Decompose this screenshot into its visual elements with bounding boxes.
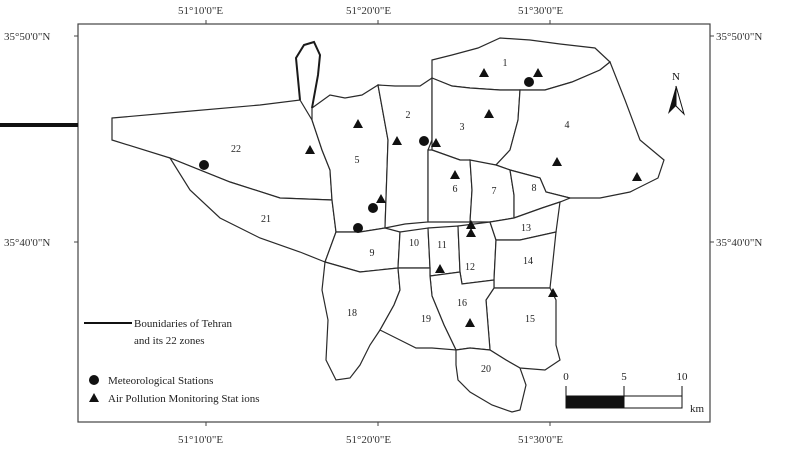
bottom-lon-label-1: 51°10'0"E [178, 434, 223, 446]
air-station [465, 318, 475, 327]
zone-label-3: 3 [460, 122, 465, 133]
right-lat-label-2: 35°40'0"N [716, 237, 762, 249]
zone-3-area [431, 77, 521, 166]
zone-label-13: 13 [521, 223, 531, 234]
tick-marks [74, 20, 714, 426]
air-pollution-stations [305, 68, 642, 327]
zone-label-14: 14 [523, 256, 533, 267]
legend-boundaries-label: Bounidaries of Tehran and its 22 zones [134, 318, 235, 347]
air-station [353, 119, 363, 128]
scale-tick-5: 5 [621, 371, 627, 383]
met-station [524, 77, 534, 87]
met-station [368, 203, 378, 213]
zone-label-2: 2 [406, 110, 411, 121]
zone-label-6: 6 [453, 184, 458, 195]
met-station [353, 223, 363, 233]
zone-20-area [455, 347, 527, 413]
left-lat-label-1: 35°50'0"N [4, 31, 50, 43]
air-station [552, 157, 562, 166]
zone-labels: 1 2 3 4 5 6 7 8 9 10 11 12 13 14 15 16 1… [231, 58, 570, 375]
air-station [431, 138, 441, 147]
scale-tick-10: 10 [677, 371, 689, 383]
air-station [533, 68, 543, 77]
zone-label-12: 12 [465, 262, 475, 273]
met-station [199, 160, 209, 170]
zone-polygons [111, 37, 665, 413]
top-lon-label-2: 51°20'0"E [346, 5, 391, 17]
scale-tick-0: 0 [563, 371, 569, 383]
zone-label-10: 10 [409, 238, 419, 249]
zone-label-9: 9 [370, 248, 375, 259]
air-station [548, 288, 558, 297]
zone-19-area [379, 267, 457, 351]
air-station [632, 172, 642, 181]
northern-hook [294, 40, 322, 109]
legend: Bounidaries of Tehran and its 22 zones M… [84, 318, 260, 405]
air-station [435, 264, 445, 273]
bottom-lon-label-3: 51°30'0"E [518, 434, 563, 446]
left-lat-label-2: 35°40'0"N [4, 237, 50, 249]
legend-air-pollution-label: Air Pollution Monitoring Stat ions [108, 393, 260, 405]
scale-unit: km [690, 403, 705, 415]
legend-circle-icon [89, 375, 99, 385]
air-station [392, 136, 402, 145]
zone-label-7: 7 [492, 186, 497, 197]
zone-12-area [457, 221, 497, 285]
bottom-lon-label-2: 51°20'0"E [346, 434, 391, 446]
zone-label-18: 18 [347, 308, 357, 319]
top-lon-label-3: 51°30'0"E [518, 5, 563, 17]
zone-label-16: 16 [457, 298, 467, 309]
north-label: N [672, 71, 680, 83]
met-station [419, 136, 429, 146]
legend-meteorological-label: Meteorological Stations [108, 375, 213, 387]
top-lon-label-1: 51°10'0"E [178, 5, 223, 17]
air-station [305, 145, 315, 154]
zone-label-11: 11 [437, 240, 447, 251]
scale-bar: 0 5 10 km [563, 371, 704, 415]
zone-label-19: 19 [421, 314, 431, 325]
map-frame [77, 23, 711, 423]
zone-6-area [427, 149, 473, 223]
zone-label-22: 22 [231, 144, 241, 155]
zone-label-1: 1 [503, 58, 508, 69]
air-station [466, 220, 476, 229]
zone-label-5: 5 [355, 155, 360, 166]
zone-label-15: 15 [525, 314, 535, 325]
north-arrow-icon: N [668, 71, 686, 116]
zone-label-21: 21 [261, 214, 271, 225]
air-station [484, 109, 494, 118]
right-lat-label-1: 35°50'0"N [716, 31, 762, 43]
zone-label-20: 20 [481, 364, 491, 375]
air-station [450, 170, 460, 179]
legend-triangle-icon [89, 393, 99, 402]
left-edge-bar [0, 123, 78, 127]
zone-label-8: 8 [532, 183, 537, 194]
air-station [376, 194, 386, 203]
zone-label-4: 4 [565, 120, 570, 131]
air-station [466, 228, 476, 237]
meteorological-stations [199, 77, 534, 233]
zone-11-area [427, 225, 461, 277]
air-station [479, 68, 489, 77]
